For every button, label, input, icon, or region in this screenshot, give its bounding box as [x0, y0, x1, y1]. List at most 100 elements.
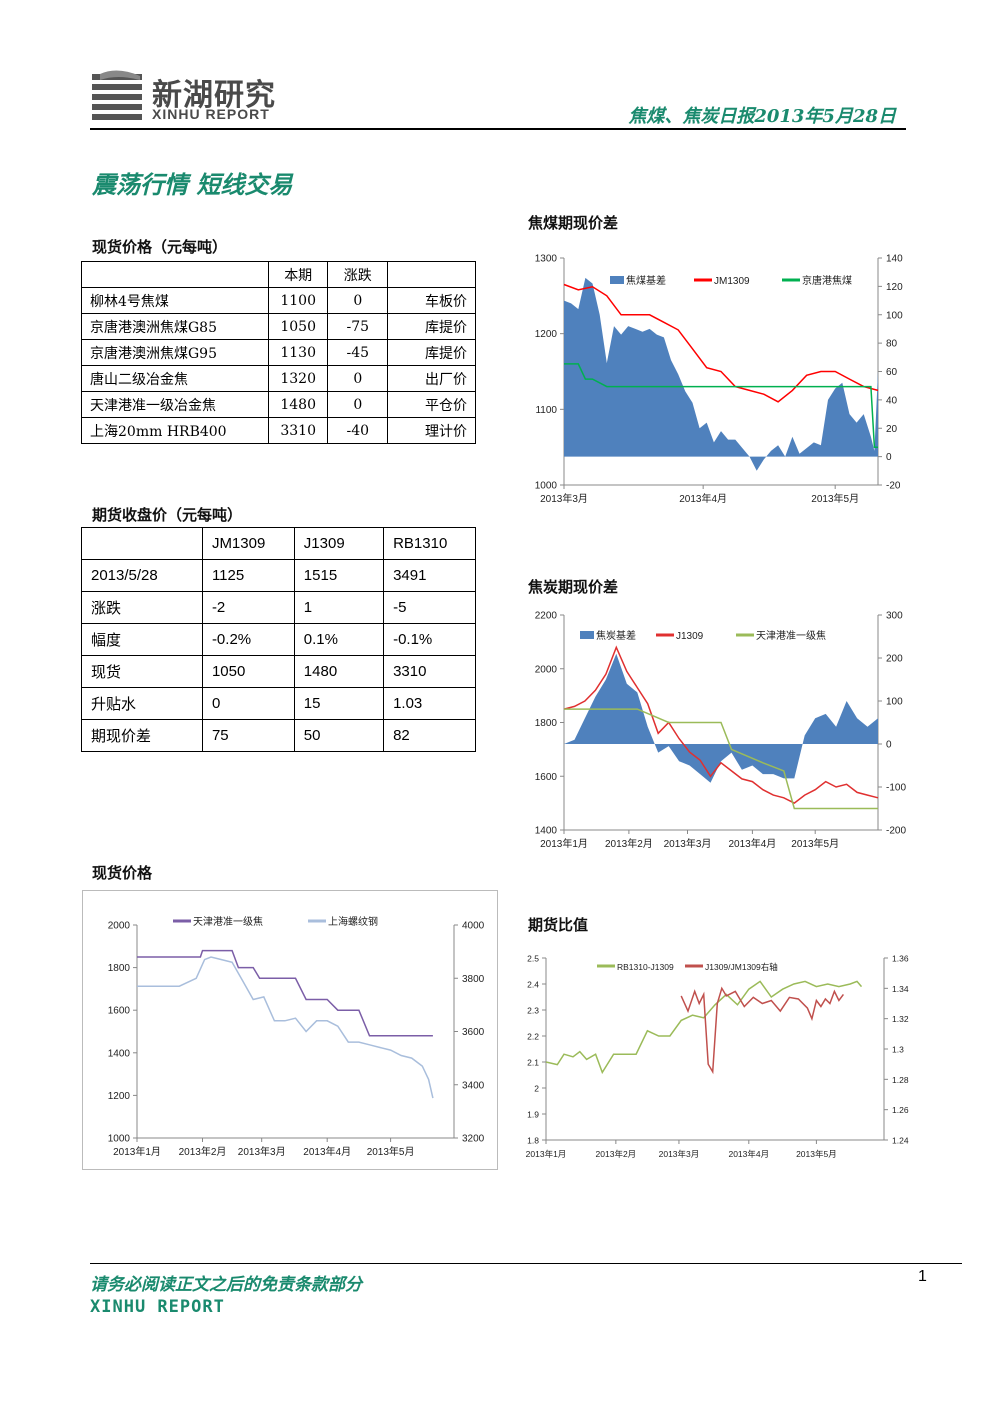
- spot-table-cell: 0: [327, 391, 389, 418]
- futures-table-row: 幅度 -0.2% 0.1% -0.1%: [81, 623, 476, 656]
- page-number: 1: [918, 1268, 927, 1285]
- y-tick-label-right: 4000: [462, 921, 485, 932]
- chart-title-spot: 现货价格: [92, 864, 153, 882]
- spot-table-row: 天津港准一级冶金焦 1480 0 平仓价: [81, 391, 476, 418]
- futures-table-cell: 期现价差: [81, 719, 203, 752]
- futures-table-cell: -0.2%: [201, 623, 295, 656]
- spot-table-title: 现货价格（元每吨）: [92, 238, 228, 256]
- y-tick-label-left: 1.9: [527, 1110, 539, 1120]
- y-tick-label-left: 2.4: [527, 980, 539, 990]
- spot-table-cell: 库提价: [387, 313, 476, 340]
- futures-table-cell: 升贴水: [81, 687, 203, 720]
- spot-table-row: 唐山二级冶金焦 1320 0 出厂价: [81, 365, 476, 392]
- futures-table-cell: 幅度: [81, 623, 203, 656]
- series-line-1: [137, 956, 434, 1099]
- chart-coking-coal-svg: 1000 1100 1200 1300 -20 0 20 40 60 80 100 120 140 201…: [535, 254, 903, 506]
- futures-table-cell: [81, 527, 203, 560]
- y-tick-label-left: 2: [534, 1084, 539, 1094]
- spot-table-cell: -40: [327, 417, 389, 444]
- report-title: 焦煤、焦炭日报2013年5月28日: [628, 106, 896, 127]
- y-tick-label-right: -200: [886, 826, 906, 837]
- futures-table-cell: 3310: [383, 655, 476, 688]
- futures-table-row: 现货 1050 1480 3310: [81, 655, 476, 688]
- logo-text-en: XINHU REPORT: [152, 106, 270, 122]
- y-tick-label-left: 2000: [108, 921, 131, 932]
- spot-table-cell: 京唐港澳洲焦煤G85: [81, 313, 269, 340]
- series-line-1: [563, 283, 879, 403]
- futures-table-cell: 1: [293, 591, 385, 624]
- chart-futures-ratio: 1.8 1.9 2 2.1 2.2 2.3 2.4 2.5 1.24 1.26 1.28 1.3 1.3…: [520, 948, 920, 1166]
- spot-table-cell: 柳林4号焦煤: [81, 287, 269, 314]
- futures-table-cell: 2013/5/28: [81, 559, 203, 592]
- spot-table-cell: 平仓价: [387, 391, 476, 418]
- x-tick-label: 2013年5月: [367, 1145, 415, 1158]
- y-tick-label-left: 1600: [108, 1006, 131, 1017]
- futures-table-cell: JM1309: [201, 527, 295, 560]
- x-tick-label: 2013年4月: [303, 1145, 351, 1158]
- futures-table-cell: -5: [383, 591, 476, 624]
- y-tick-label-right: 120: [886, 282, 903, 293]
- futures-table-row: 涨跌 -2 1 -5: [81, 591, 476, 624]
- y-tick-label-right: 1.32: [892, 1014, 909, 1024]
- futures-table-cell: 现货: [81, 655, 203, 688]
- logo: 新湖研究 XINHU REPORT: [92, 70, 292, 126]
- y-tick-label-left: 1000: [535, 481, 558, 492]
- y-tick-label-right: -20: [886, 481, 901, 492]
- spot-table-cell: 唐山二级冶金焦: [81, 365, 269, 392]
- futures-table-row: 升贴水 0 15 1.03: [81, 687, 476, 720]
- x-tick-label: 2013年3月: [659, 1149, 700, 1159]
- y-tick-label-right: 1.28: [892, 1075, 909, 1085]
- spot-table-cell: 涨跌: [327, 261, 389, 288]
- futures-price-table: JM1309 J1309 RB1310 2013/5/28 1125 1515 3491 涨跌…: [81, 527, 476, 752]
- futures-table-cell: -0.1%: [383, 623, 476, 656]
- x-tick-label: 2013年1月: [526, 1149, 567, 1159]
- footer-brand: XINHU REPORT: [90, 1297, 225, 1317]
- x-tick-label: 2013年4月: [728, 1149, 769, 1159]
- futures-table-cell: 75: [201, 719, 295, 752]
- y-tick-label-left: 2.5: [527, 954, 539, 964]
- spot-table-cell: -75: [327, 313, 389, 340]
- spot-table-cell: 理计价: [387, 417, 476, 444]
- y-tick-label-right: 3200: [462, 1134, 485, 1145]
- x-tick-label: 2013年3月: [664, 837, 712, 850]
- y-tick-label-right: 40: [886, 395, 898, 406]
- futures-table-cell: 50: [293, 719, 385, 752]
- x-tick-label: 2013年2月: [179, 1145, 227, 1158]
- futures-table-cell: 1480: [293, 655, 385, 688]
- y-tick-label-left: 2000: [535, 664, 558, 675]
- x-tick-label: 2013年5月: [796, 1149, 837, 1159]
- y-tick-label-left: 1200: [535, 329, 558, 340]
- y-tick-label-right: -100: [886, 783, 906, 794]
- y-tick-label-left: 1400: [535, 826, 558, 837]
- series-line-1: [563, 645, 879, 804]
- x-tick-label: 2013年3月: [540, 492, 588, 505]
- y-tick-label-right: 1.34: [892, 984, 909, 994]
- legend-label: JM1309: [714, 276, 750, 287]
- futures-table-row: 期现价差 75 50 82: [81, 719, 476, 752]
- legend-label: RB1310-J1309: [617, 962, 674, 972]
- x-tick-label: 2013年5月: [811, 492, 859, 505]
- spot-table-cell: [81, 261, 269, 288]
- y-tick-label-right: 200: [886, 654, 903, 665]
- y-tick-label-right: 100: [886, 310, 903, 321]
- legend-label: 天津港准一级焦: [193, 915, 263, 928]
- chart-coke-basis: 1400 1600 1800 2000 2200 -200 -100 0 100 200 300 20…: [520, 604, 920, 856]
- y-tick-label-left: 2.1: [527, 1058, 539, 1068]
- series-area-0: [564, 277, 878, 471]
- logo-text-cn: 新湖研究: [152, 78, 276, 113]
- futures-table-cell: 3491: [383, 559, 476, 592]
- header-divider: [90, 128, 906, 130]
- spot-table-cell: 1050: [267, 313, 329, 340]
- y-tick-label-left: 1400: [108, 1048, 131, 1059]
- y-tick-label-left: 1600: [535, 772, 558, 783]
- spot-table-cell: 车板价: [387, 287, 476, 314]
- series-line-0: [545, 980, 863, 1075]
- spot-table-cell: 3310: [267, 417, 329, 444]
- legend-label: 上海螺纹钢: [328, 915, 378, 928]
- futures-table-cell: 1125: [201, 559, 295, 592]
- spot-table-cell: 出厂价: [387, 365, 476, 392]
- x-tick-label: 2013年4月: [728, 837, 776, 850]
- futures-table-cell: J1309: [293, 527, 385, 560]
- y-tick-label-right: 60: [886, 367, 898, 378]
- series-line-1: [680, 986, 845, 1075]
